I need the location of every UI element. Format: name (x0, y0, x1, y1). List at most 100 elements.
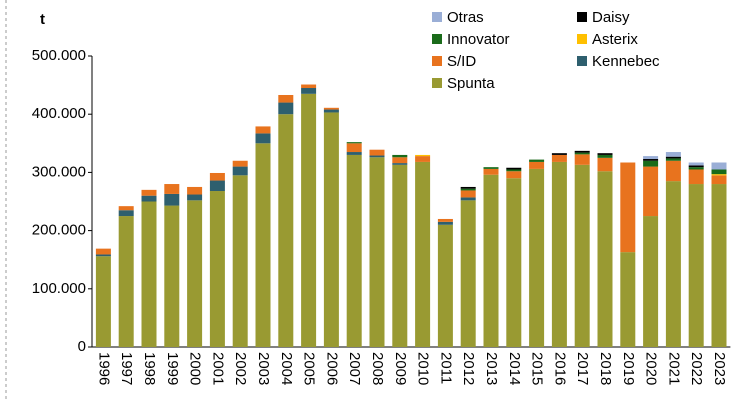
bar-segment (141, 189, 157, 196)
bar-segment (346, 142, 362, 144)
legend-swatch (432, 12, 442, 22)
bar-segment (141, 195, 157, 202)
bar-segment (369, 149, 385, 156)
bar-segment (232, 160, 248, 167)
x-tick-label: 2004 (278, 352, 295, 385)
bar-segment (711, 169, 727, 175)
bar-segment (346, 152, 362, 155)
x-tick-label: 1997 (118, 352, 135, 385)
legend-label: S/ID (447, 53, 476, 70)
bar-segment (665, 181, 681, 347)
bar-segment (529, 168, 545, 347)
bar-segment (711, 174, 727, 176)
bar-segment (415, 154, 431, 157)
bar-segment (392, 164, 408, 347)
bar-segment (301, 88, 317, 94)
x-tick-label: 2009 (392, 352, 409, 385)
bar-segment (164, 205, 180, 347)
bar-segment (620, 162, 636, 253)
x-tick-label: 2000 (187, 352, 204, 385)
bar-segment (209, 191, 225, 347)
bar-segment (209, 180, 225, 192)
x-tick-label: 2021 (665, 352, 682, 385)
bar-segment (118, 210, 134, 217)
x-tick-label: 2007 (346, 352, 363, 385)
bar-segment (506, 167, 522, 170)
x-tick-label: 2013 (483, 352, 500, 385)
y-tick-label: 0 (78, 338, 86, 355)
bar-segment (255, 143, 271, 347)
bar-segment (574, 150, 590, 153)
bar-segment (597, 171, 613, 347)
bar-segment (529, 159, 545, 162)
bar-segment (301, 93, 317, 347)
y-tick-label: 200.000 (32, 222, 86, 239)
bar-segment (597, 154, 613, 158)
bar-segment (551, 153, 567, 155)
bar-segment (323, 112, 339, 347)
bar-segment (597, 157, 613, 172)
bar-segment (118, 206, 134, 211)
bar-segment (187, 194, 203, 201)
x-tick-label: 2017 (574, 352, 591, 385)
x-tick-label: 2023 (711, 352, 728, 385)
bar-segment (369, 157, 385, 347)
x-tick-label: 1998 (141, 352, 158, 385)
bar-segment (187, 200, 203, 347)
bar-segment (643, 159, 659, 161)
bar-segment (711, 184, 727, 347)
legend-label: Kennebec (592, 53, 660, 70)
bar-segment (232, 175, 248, 347)
bar-segment (415, 161, 431, 347)
bar-segment (209, 172, 225, 181)
x-tick-label: 2022 (688, 352, 705, 385)
legend-swatch (432, 56, 442, 66)
x-tick-label: 1999 (164, 352, 181, 385)
bar-segment (506, 178, 522, 347)
x-tick-label: 2020 (643, 352, 660, 385)
bar-segment (437, 221, 453, 225)
legend-swatch (432, 78, 442, 88)
bar-segment (460, 186, 476, 189)
bar-segment (574, 154, 590, 165)
bar-segment (688, 162, 704, 166)
bar-segment (164, 184, 180, 194)
y-axis-label: t (40, 11, 45, 28)
bar-segment (187, 186, 203, 195)
bar-segment (711, 175, 727, 185)
y-tick-label: 300.000 (32, 163, 86, 180)
x-tick-label: 2015 (529, 352, 546, 385)
bar-segment (95, 256, 111, 347)
bar-segment (460, 188, 476, 191)
bar-segment (483, 168, 499, 175)
x-tick-label: 2008 (369, 352, 386, 385)
legend-swatch (577, 56, 587, 66)
bar-segment (643, 166, 659, 217)
bar-segment (346, 154, 362, 347)
bar-segment (688, 167, 704, 170)
bar-segment (483, 167, 499, 169)
bar-segment (323, 107, 339, 110)
x-tick-label: 2002 (232, 352, 249, 385)
bar-segment (437, 218, 453, 222)
legend-label: Otras (447, 9, 484, 26)
bar-segment (460, 197, 476, 201)
bar-segment (597, 153, 613, 155)
x-tick-label: 2011 (437, 352, 454, 384)
bar-segment (574, 164, 590, 347)
bar-segment (346, 143, 362, 153)
y-tick-label: 500.000 (32, 47, 86, 64)
bar-segment (574, 152, 590, 155)
y-tick-label: 400.000 (32, 105, 86, 122)
bar-segment (164, 193, 180, 206)
bar-segment (392, 163, 408, 165)
bar-segment (369, 155, 385, 158)
x-tick-label: 2018 (597, 352, 614, 385)
x-tick-label: 1996 (95, 352, 112, 385)
bar-segment (665, 160, 681, 182)
x-tick-label: 2001 (209, 352, 226, 385)
bar-segment (643, 160, 659, 167)
bar-segment (118, 216, 134, 347)
x-tick-label: 2003 (255, 352, 272, 385)
bar-segment (506, 169, 522, 172)
